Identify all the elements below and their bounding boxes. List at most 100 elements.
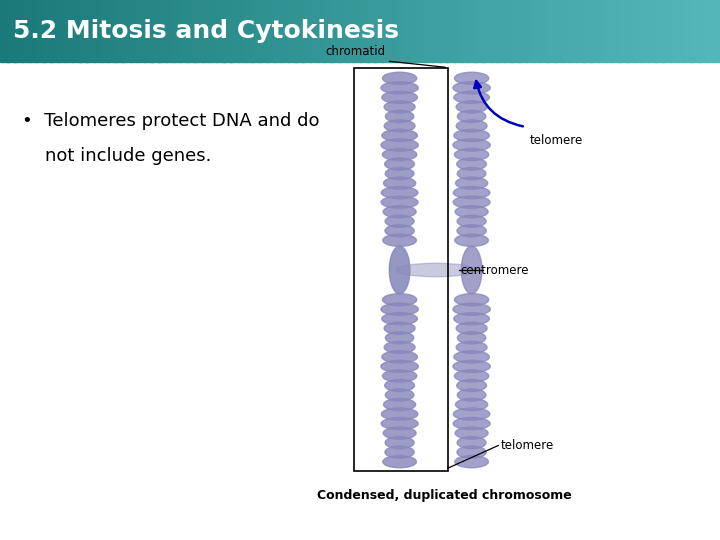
Bar [72,0,81,62]
Bar [288,0,297,62]
Bar [533,0,541,62]
Bar [706,0,714,62]
Ellipse shape [384,399,415,410]
Ellipse shape [385,225,414,237]
Text: •  Telomeres protect DNA and do: • Telomeres protect DNA and do [22,112,319,131]
Ellipse shape [383,427,416,439]
Bar [58,0,66,62]
Ellipse shape [456,322,487,334]
Bar [353,0,361,62]
Text: not include genes.: not include genes. [22,146,211,165]
Bar [482,0,491,62]
Bar [626,0,635,62]
Bar [439,0,448,62]
Bar [238,0,246,62]
Bar [554,0,563,62]
Bar [166,0,174,62]
Bar [576,0,585,62]
Ellipse shape [453,196,490,208]
Bar [216,0,225,62]
Ellipse shape [457,332,486,344]
Ellipse shape [454,370,489,382]
Ellipse shape [454,72,489,84]
Bar [86,0,95,62]
Ellipse shape [454,91,490,104]
Ellipse shape [382,130,418,141]
Ellipse shape [383,234,416,246]
Ellipse shape [455,234,488,246]
Bar [684,0,693,62]
Bar [310,0,318,62]
Bar [454,0,462,62]
Ellipse shape [385,215,414,227]
Bar [461,0,469,62]
Bar [410,0,419,62]
Ellipse shape [384,341,415,353]
Ellipse shape [384,380,415,392]
Ellipse shape [385,332,414,344]
Ellipse shape [382,187,418,199]
Bar [137,0,145,62]
Ellipse shape [385,167,414,180]
Bar [619,0,628,62]
Bar [346,0,354,62]
Ellipse shape [396,263,475,276]
Bar [0,0,9,62]
Text: centromere: centromere [461,264,529,276]
Bar [526,0,534,62]
Ellipse shape [384,158,415,170]
Bar [317,0,325,62]
Bar [274,0,282,62]
Ellipse shape [381,196,418,208]
Ellipse shape [385,446,414,458]
Bar [396,0,405,62]
Ellipse shape [453,82,490,94]
Bar [583,0,592,62]
Ellipse shape [390,246,410,294]
Bar [115,0,124,62]
Ellipse shape [455,427,488,439]
Bar [547,0,556,62]
Ellipse shape [455,206,488,218]
Bar [367,0,376,62]
Ellipse shape [456,158,487,170]
Bar [475,0,484,62]
Bar [691,0,700,62]
Bar [266,0,275,62]
Ellipse shape [454,130,490,141]
Ellipse shape [385,436,414,449]
Bar [468,0,477,62]
Bar [223,0,232,62]
Bar [354,68,448,471]
Bar [634,0,642,62]
Ellipse shape [385,110,414,123]
Bar [360,0,369,62]
Ellipse shape [457,225,486,237]
Bar [158,0,167,62]
Text: telomere: telomere [529,134,582,147]
Bar [605,0,613,62]
Ellipse shape [382,313,418,325]
Text: chromatid: chromatid [325,45,385,58]
Bar [14,0,23,62]
Bar [94,0,102,62]
Bar [504,0,513,62]
Bar [194,0,203,62]
Bar [425,0,433,62]
Ellipse shape [382,294,417,306]
Ellipse shape [381,417,418,430]
Bar [389,0,397,62]
Bar [324,0,333,62]
Ellipse shape [454,351,490,363]
Ellipse shape [382,351,418,363]
Ellipse shape [381,303,418,315]
Bar [22,0,30,62]
Ellipse shape [453,417,490,430]
Bar [641,0,649,62]
Bar [173,0,181,62]
Ellipse shape [454,187,490,199]
Bar [108,0,117,62]
Ellipse shape [381,139,418,151]
Bar [281,0,289,62]
Ellipse shape [453,139,490,151]
